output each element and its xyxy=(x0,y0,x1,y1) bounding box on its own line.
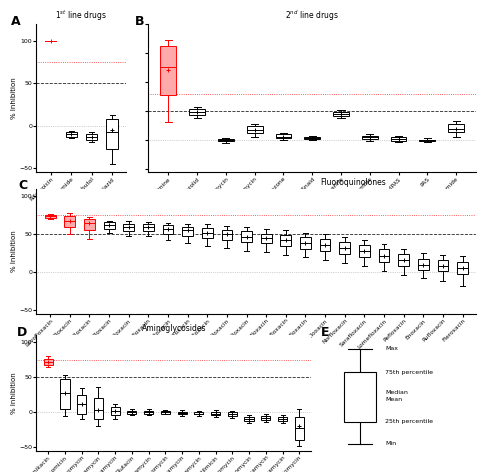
Text: 75th percentile: 75th percentile xyxy=(385,370,433,375)
Y-axis label: % Inhibition: % Inhibition xyxy=(11,230,17,272)
Bar xyxy=(419,140,435,141)
Title: 2$^{nd}$ line drugs: 2$^{nd}$ line drugs xyxy=(285,9,339,24)
Text: Min: Min xyxy=(385,441,396,447)
Bar xyxy=(86,134,97,140)
Title: Aminoglycosides: Aminoglycosides xyxy=(141,324,206,333)
Bar xyxy=(304,137,320,139)
Bar xyxy=(228,412,237,416)
Bar xyxy=(144,411,153,413)
Text: Median: Median xyxy=(385,390,408,396)
Bar xyxy=(160,46,176,95)
Bar xyxy=(398,254,409,266)
Bar xyxy=(437,260,448,271)
Title: Fluoroquinolones: Fluoroquinolones xyxy=(320,177,386,186)
Bar xyxy=(182,227,193,236)
Bar xyxy=(45,215,55,218)
Bar xyxy=(448,124,464,132)
Bar xyxy=(261,234,272,244)
Bar xyxy=(247,126,262,133)
Bar xyxy=(418,259,429,270)
Title: 1$^{st}$ line drugs: 1$^{st}$ line drugs xyxy=(55,9,107,24)
Bar xyxy=(333,112,349,116)
Bar xyxy=(194,412,204,414)
Bar xyxy=(123,224,134,231)
Bar xyxy=(218,139,234,142)
Bar xyxy=(276,135,292,138)
Text: C: C xyxy=(19,179,28,192)
Text: D: D xyxy=(17,326,28,339)
Text: Max: Max xyxy=(385,346,398,352)
Bar xyxy=(359,245,370,257)
Bar xyxy=(211,412,220,415)
Bar xyxy=(391,137,406,141)
Bar xyxy=(189,110,205,115)
Bar xyxy=(104,222,115,229)
Bar xyxy=(202,228,213,238)
Text: E: E xyxy=(321,326,329,339)
Bar xyxy=(457,261,468,274)
Bar xyxy=(44,359,53,364)
Bar xyxy=(77,395,86,413)
Bar xyxy=(379,249,389,261)
Bar xyxy=(106,119,118,149)
Bar xyxy=(163,225,174,234)
Bar xyxy=(84,219,95,230)
Bar xyxy=(280,235,291,246)
Bar xyxy=(244,417,254,421)
Bar xyxy=(110,407,120,415)
Bar xyxy=(143,224,154,231)
Text: A: A xyxy=(11,15,21,28)
Bar xyxy=(65,216,75,227)
Bar xyxy=(320,239,330,251)
Bar xyxy=(94,398,103,419)
Bar xyxy=(66,132,77,136)
Bar xyxy=(278,417,287,421)
Bar xyxy=(261,416,270,420)
Bar xyxy=(362,135,378,139)
Bar xyxy=(127,411,137,413)
Bar xyxy=(295,417,304,440)
Bar xyxy=(60,379,69,409)
Y-axis label: % Inhibition: % Inhibition xyxy=(11,77,17,119)
Text: Mean: Mean xyxy=(385,397,402,402)
Bar xyxy=(300,236,311,249)
Bar xyxy=(45,41,56,42)
Text: B: B xyxy=(135,15,145,28)
Y-axis label: % Inhibition: % Inhibition xyxy=(11,372,17,414)
Bar xyxy=(222,230,232,240)
Text: 25th percentile: 25th percentile xyxy=(385,419,433,424)
Bar xyxy=(177,412,187,414)
Bar xyxy=(161,411,170,413)
Bar xyxy=(241,231,252,242)
Bar xyxy=(339,242,350,254)
